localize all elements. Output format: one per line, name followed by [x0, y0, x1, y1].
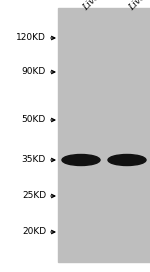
Text: 120KD: 120KD [16, 33, 46, 42]
Bar [58, 8, 150, 262]
Text: 20KD: 20KD [22, 227, 46, 236]
Text: 90KD: 90KD [22, 67, 46, 76]
Text: Liver: Liver [127, 0, 150, 12]
Text: 25KD: 25KD [22, 191, 46, 200]
Text: 50KD: 50KD [22, 116, 46, 125]
Ellipse shape [62, 154, 100, 165]
Text: 35KD: 35KD [22, 156, 46, 165]
Text: Liver: Liver [81, 0, 104, 12]
Ellipse shape [108, 154, 146, 165]
